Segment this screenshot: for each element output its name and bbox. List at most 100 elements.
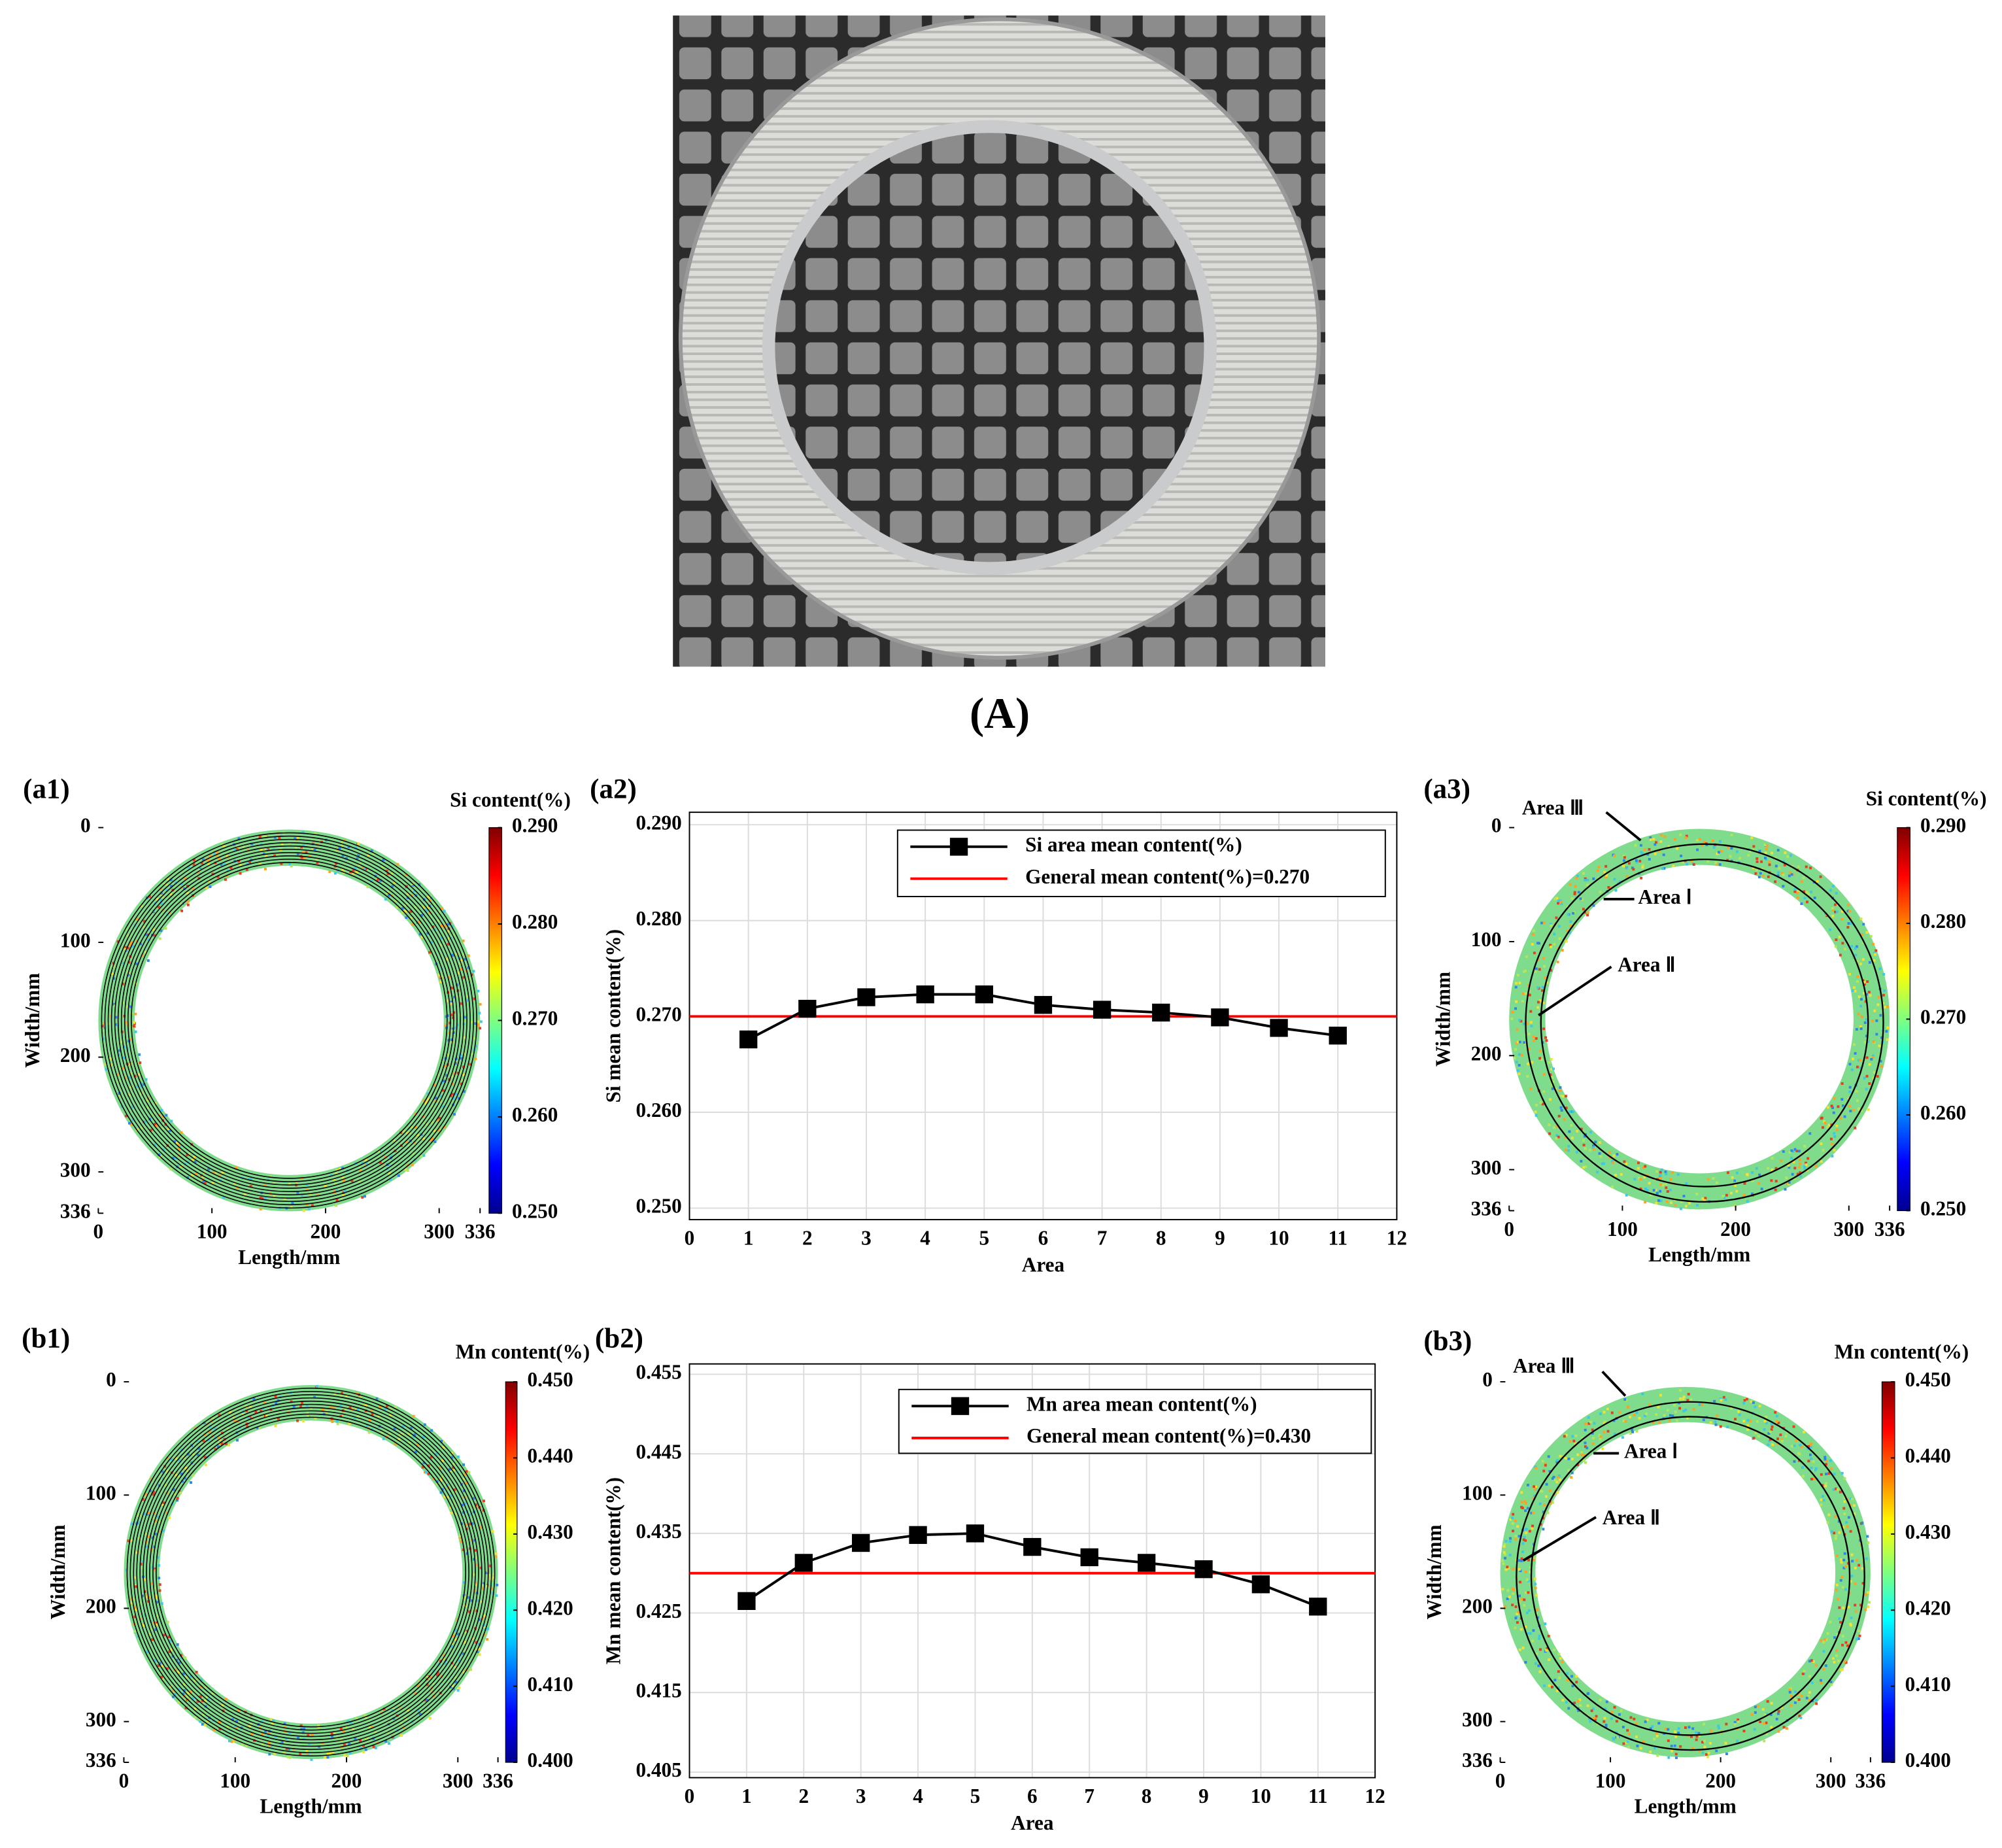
- x-tick-label: 8: [1142, 1785, 1152, 1807]
- ring-texture: [1788, 1166, 1791, 1169]
- ring-texture: [447, 1038, 450, 1042]
- ring-texture: [139, 1562, 143, 1566]
- ring-texture: [1616, 1736, 1620, 1739]
- ring-texture: [1572, 1110, 1575, 1114]
- ring-texture: [1865, 1018, 1868, 1021]
- ring-texture: [1850, 1553, 1854, 1556]
- ring-texture: [228, 1739, 231, 1743]
- legend-marker: [951, 1397, 970, 1415]
- ring-texture: [285, 1747, 288, 1751]
- ring-texture: [1801, 1672, 1805, 1675]
- x-tick-label: 0: [1504, 1218, 1514, 1241]
- ring-texture: [213, 1427, 216, 1430]
- ring-texture: [1847, 1605, 1850, 1609]
- ring-texture: [1872, 1040, 1875, 1043]
- ring-texture: [1756, 860, 1759, 863]
- ring-texture: [1784, 851, 1787, 855]
- ring-texture: [1751, 1192, 1754, 1195]
- ring-texture: [1757, 876, 1761, 879]
- ring-texture: [1639, 1178, 1642, 1181]
- ring-texture: [1776, 1712, 1780, 1715]
- ring-texture: [307, 1734, 310, 1737]
- ring-texture: [1680, 1201, 1683, 1204]
- ring-texture: [1752, 1401, 1755, 1404]
- ring-texture: [1635, 1429, 1638, 1433]
- ring-texture: [158, 937, 161, 940]
- ring-texture: [1836, 1488, 1839, 1491]
- ring-texture: [163, 1634, 166, 1637]
- ring-texture: [303, 1727, 306, 1730]
- ring-texture: [433, 1140, 437, 1143]
- ring-texture: [1511, 1516, 1514, 1520]
- ring-texture: [1751, 1179, 1754, 1182]
- ring-texture: [1555, 1137, 1558, 1140]
- ring-texture: [447, 923, 450, 926]
- ring-texture: [1541, 1460, 1544, 1463]
- y-tick-label: 0.415: [636, 1679, 682, 1702]
- ring-texture: [1588, 1717, 1591, 1720]
- ring-texture: [365, 1162, 369, 1165]
- ring-texture: [382, 858, 385, 861]
- ring-texture: [139, 942, 142, 946]
- ring-texture: [1833, 1636, 1837, 1639]
- ring-texture: [109, 1014, 112, 1018]
- ring-texture: [1820, 1142, 1823, 1146]
- ring-texture: [1668, 1419, 1671, 1422]
- y-axis-label: Width/mm: [46, 1524, 69, 1619]
- ring-texture: [1652, 1421, 1655, 1424]
- ring-texture: [452, 1634, 455, 1637]
- ring-texture: [1847, 1643, 1850, 1646]
- ring-texture: [1584, 1428, 1587, 1431]
- ring-texture: [1692, 863, 1695, 866]
- ring-texture: [233, 1420, 237, 1423]
- ring-texture: [1519, 1569, 1522, 1573]
- ring-texture: [1737, 1718, 1740, 1721]
- x-tick-label: 300: [424, 1220, 454, 1243]
- x-axis-label: Area: [1011, 1811, 1054, 1834]
- ring-texture: [1652, 1189, 1655, 1192]
- ring-texture: [1854, 989, 1857, 993]
- ring-texture: [1816, 880, 1819, 883]
- ring-texture: [385, 1405, 388, 1408]
- ring-texture: [444, 1024, 447, 1027]
- ring-texture: [1525, 1022, 1529, 1025]
- ring-texture: [1539, 1490, 1542, 1493]
- ring-texture: [1835, 892, 1838, 895]
- ring-texture: [379, 1406, 382, 1409]
- ring-texture: [1524, 1539, 1527, 1542]
- ring-texture: [1754, 872, 1757, 875]
- ring-texture: [447, 942, 450, 946]
- ring-texture: [496, 1583, 499, 1586]
- ring-texture: [1846, 1562, 1850, 1565]
- ring-texture: [407, 1432, 410, 1435]
- ring-texture: [1742, 1730, 1746, 1733]
- ring-texture: [187, 1160, 190, 1163]
- ring-texture: [1571, 1435, 1574, 1438]
- ring-texture: [1682, 1195, 1686, 1198]
- ring-texture: [477, 1023, 480, 1027]
- ring-texture: [134, 1609, 137, 1611]
- ring-texture: [379, 1161, 382, 1164]
- ring-texture: [1523, 1603, 1526, 1607]
- ring-texture: [226, 1726, 229, 1729]
- ring-texture: [455, 1093, 458, 1095]
- ring-texture: [1846, 910, 1850, 913]
- colorbar-tick-label: 0.250: [1920, 1197, 1966, 1220]
- ring-texture: [1674, 1753, 1678, 1756]
- ring-texture: [1756, 857, 1759, 860]
- ring-texture: [180, 909, 184, 912]
- ring-texture: [141, 1497, 144, 1501]
- ring-texture: [114, 1023, 117, 1026]
- ring-texture: [153, 1586, 156, 1590]
- ring-texture: [245, 1744, 248, 1747]
- ring-texture: [1808, 1132, 1812, 1135]
- ring-texture: [1514, 985, 1518, 989]
- ring-texture: [1632, 868, 1635, 871]
- y-tick-label: 200: [86, 1595, 116, 1618]
- ring-texture: [1673, 1403, 1676, 1407]
- ring-texture: [1662, 853, 1665, 857]
- ring-texture: [148, 1633, 152, 1636]
- ring-texture: [469, 1668, 472, 1671]
- ring-texture: [1533, 951, 1536, 955]
- ring-texture: [158, 1521, 161, 1524]
